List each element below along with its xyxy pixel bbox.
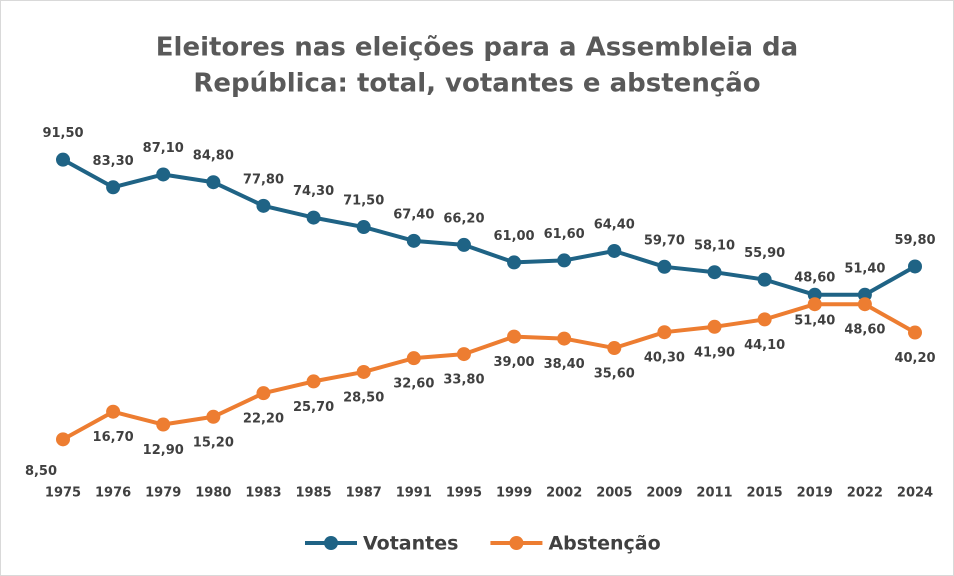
marker [106,404,121,419]
data-label: 77,80 [243,172,284,187]
marker [707,319,722,334]
x-tick-label: 1983 [245,486,281,501]
data-label: 91,50 [42,126,83,141]
data-label: 16,70 [93,430,134,445]
x-tick-label: 2019 [797,486,833,501]
marker [206,409,221,424]
data-label: 59,80 [894,233,935,248]
x-tick-label: 1987 [346,486,382,501]
data-label: 61,00 [493,229,534,244]
marker [306,210,321,225]
marker [707,265,722,280]
data-label: 83,30 [93,154,134,169]
marker [356,220,371,235]
marker [256,386,271,401]
marker [507,255,522,270]
marker [557,331,572,346]
data-label: 67,40 [393,207,434,222]
data-label: 15,20 [193,435,234,450]
data-label: 35,60 [594,367,635,382]
legend-label: Votantes [363,533,458,555]
marker [757,312,772,327]
marker [256,198,271,213]
x-tick-label: 2024 [897,486,933,501]
marker [607,243,622,258]
marker [857,297,872,312]
marker [206,175,221,190]
data-label: 48,60 [794,271,835,286]
data-label: 71,50 [343,194,384,209]
data-label: 55,90 [744,246,785,261]
data-label: 28,50 [343,390,384,405]
marker [306,374,321,389]
marker [908,259,922,274]
x-tick-label: 2005 [596,486,632,501]
marker [807,297,822,312]
chart-title: República: total, votantes e abstenção [193,69,760,99]
data-label: 61,60 [544,227,585,242]
x-tick-label: 2002 [546,486,582,501]
data-label: 41,90 [694,345,735,360]
data-label: 51,40 [844,261,885,276]
marker [106,180,121,195]
legend-marker [324,536,338,550]
marker [757,272,772,287]
data-label: 25,70 [293,400,334,415]
marker [607,341,622,356]
x-tick-label: 1985 [295,486,331,501]
marker [156,417,171,432]
data-label: 66,20 [443,211,484,226]
x-tick-label: 1979 [145,486,181,501]
data-label: 44,10 [744,338,785,353]
chart-title: Eleitores nas eleições para a Assembleia… [156,33,798,63]
data-label: 32,60 [393,377,434,392]
data-label: 58,10 [694,239,735,254]
legend-label: Abstenção [548,533,660,555]
x-tick-label: 2022 [847,486,883,501]
data-label: 59,70 [644,233,685,248]
data-label: 12,90 [143,443,184,458]
marker [507,329,522,344]
marker [657,325,672,340]
x-tick-label: 2011 [696,486,732,501]
data-label: 38,40 [544,357,585,372]
data-label: 51,40 [794,313,835,328]
x-tick-label: 1991 [396,486,432,501]
x-tick-label: 1999 [496,486,532,501]
marker [657,259,672,274]
series-line [62,157,916,297]
data-label: 84,80 [193,149,234,164]
x-tick-label: 1975 [45,486,81,501]
x-tick-label: 1980 [195,486,231,501]
data-label: 74,30 [293,184,334,199]
series-line [62,302,916,442]
x-tick-label: 2009 [646,486,682,501]
data-label: 40,20 [894,351,935,366]
data-label: 40,30 [644,351,685,366]
data-label: 8,50 [25,464,57,479]
marker [908,325,922,340]
data-label: 48,60 [844,323,885,338]
marker [56,152,70,167]
marker [557,253,572,268]
data-label: 33,80 [443,373,484,388]
marker [56,432,70,447]
data-label: 22,20 [243,412,284,427]
data-label: 64,40 [594,217,635,232]
x-tick-label: 1995 [446,486,482,501]
legend-marker [509,536,524,550]
marker [406,351,421,366]
x-tick-label: 1976 [95,486,131,501]
marker [156,167,171,182]
marker [456,347,471,362]
marker [406,233,421,248]
marker [456,237,471,252]
marker [356,364,371,379]
data-label: 87,10 [143,141,184,156]
x-tick-label: 2015 [747,486,783,501]
data-label: 39,00 [493,355,534,370]
